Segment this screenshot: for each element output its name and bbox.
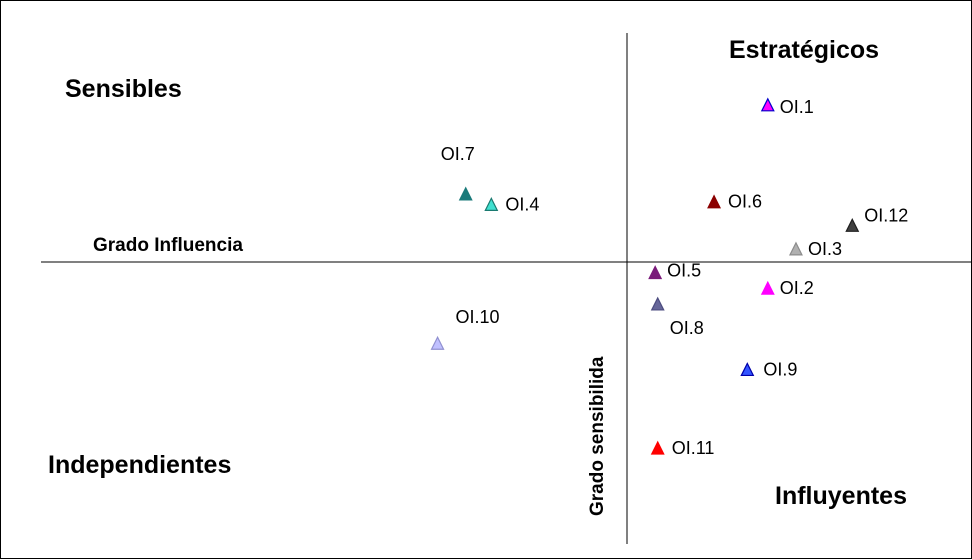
data-point-marker [648, 265, 663, 280]
data-point-marker [650, 440, 665, 455]
data-point-label: OI.7 [441, 144, 475, 164]
data-point-marker [484, 197, 499, 211]
data-point-marker [760, 97, 775, 112]
data-point-marker [430, 335, 445, 350]
data-point-label: OI.12 [864, 205, 908, 225]
data-point-marker [650, 296, 665, 311]
data-point-label: OI.8 [670, 318, 704, 338]
data-point-label: OI.1 [780, 97, 814, 117]
data-points: OI.1 OI.2 OI.3 OI.4 OI.5 OI.6 OI.7 OI.8 OI.9 OI.1… [430, 97, 908, 458]
data-point-label: OI.3 [808, 239, 842, 259]
data-point-label: OI.2 [780, 278, 814, 298]
data-point-label: OI.9 [763, 359, 797, 379]
data-point-label: OI.10 [456, 307, 500, 327]
data-point-marker [845, 217, 860, 232]
data-point-marker [760, 280, 775, 295]
data-point-label: OI.4 [505, 194, 539, 214]
x-axis-label: Grado Influencia [93, 235, 243, 256]
data-point-marker [707, 194, 722, 209]
data-point-label: OI.11 [672, 438, 715, 458]
data-point-marker [458, 186, 473, 201]
data-point-label: OI.6 [728, 192, 762, 212]
data-point-marker [740, 362, 755, 377]
quadrant-label-bottom-right: Influyentes [775, 482, 907, 510]
y-axis-label: Grado sensibilida [587, 356, 608, 516]
data-point-marker [788, 241, 803, 256]
quadrant-label-top-left: Sensibles [65, 75, 182, 103]
quadrant-label-top-right: Estratégicos [729, 36, 879, 64]
data-point-label: OI.5 [667, 260, 701, 280]
quadrant-label-bottom-left: Independientes [48, 451, 231, 479]
